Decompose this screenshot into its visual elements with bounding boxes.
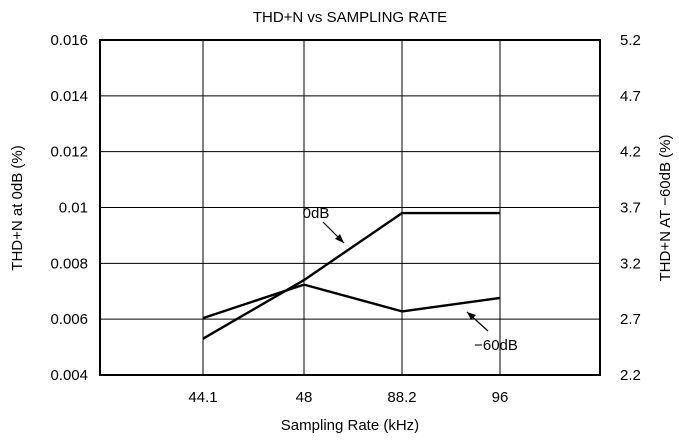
chart-title: THD+N vs SAMPLING RATE (253, 9, 447, 26)
series-line-0db (202, 211, 500, 340)
y-axis-label: THD+N at 0dB (%) (9, 145, 26, 270)
arrowhead-60db (467, 312, 476, 320)
y2-tick-label: 2.7 (620, 311, 641, 328)
x-axis-ticks: 44.1 48 88.2 96 (188, 389, 508, 406)
x-tick-label: 96 (492, 389, 509, 406)
y2-tick-label: 2.2 (620, 367, 641, 384)
y-tick-label: 0.008 (50, 255, 88, 272)
y-tick-label: 0.01 (59, 200, 88, 217)
grid-lines (100, 40, 600, 375)
y-tick-label: 0.014 (50, 88, 88, 105)
annotation-0db: 0dB (303, 205, 345, 244)
series-line-60db (202, 283, 501, 320)
arrowhead-0db (335, 234, 344, 243)
x-tick-label: 44.1 (188, 389, 217, 406)
plot-frame (99, 39, 601, 376)
y-tick-label: 0.004 (50, 367, 88, 384)
y2-tick-label: 4.2 (620, 144, 641, 161)
annotation-60db: −60dB (466, 311, 518, 354)
x-axis-label: Sampling Rate (kHz) (281, 417, 419, 434)
y-tick-label: 0.012 (50, 144, 88, 161)
x-tick-label: 88.2 (387, 389, 416, 406)
series-label-0db: 0dB (303, 205, 330, 222)
left-axis-ticks: 0.004 0.006 0.008 0.01 0.012 0.014 0.016 (50, 32, 88, 384)
series-label-60db: −60dB (474, 337, 518, 354)
x-tick-label: 48 (296, 389, 313, 406)
y-tick-label: 0.016 (50, 32, 88, 49)
y2-tick-label: 3.2 (620, 255, 641, 272)
series-lines (202, 211, 501, 340)
y2-tick-label: 3.7 (620, 200, 641, 217)
y2-axis-label: THD+N AT −60dB (%) (657, 134, 674, 281)
y2-tick-label: 5.2 (620, 32, 641, 49)
y2-tick-label: 4.7 (620, 88, 641, 105)
right-axis-ticks: 2.2 2.7 3.2 3.7 4.2 4.7 5.2 (620, 32, 641, 384)
y-tick-label: 0.006 (50, 311, 88, 328)
